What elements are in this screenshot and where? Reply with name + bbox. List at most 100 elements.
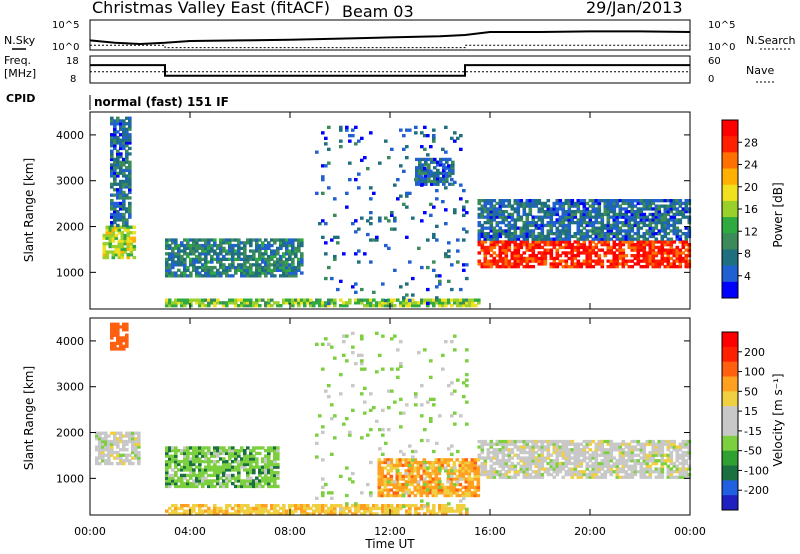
heatmap-cell: [450, 340, 454, 344]
heatmap-cell: [234, 468, 238, 472]
heatmap-cell: [624, 472, 629, 477]
heatmap-cell: [369, 509, 373, 513]
heatmap-cell: [579, 470, 584, 474]
heatmap-cell: [654, 237, 659, 241]
heatmap-cell: [375, 419, 379, 423]
heatmap-cell: [168, 446, 172, 450]
heatmap-cell: [501, 448, 506, 452]
heatmap-cell: [119, 182, 123, 186]
heatmap-cell: [291, 249, 295, 253]
heatmap-cell: [678, 262, 683, 266]
heatmap-cell: [510, 251, 515, 255]
heatmap-cell: [264, 471, 268, 475]
heatmap-cell: [522, 450, 527, 455]
heatmap-cell: [537, 223, 542, 228]
heatmap-cell: [444, 512, 448, 516]
heatmap-cell: [116, 339, 120, 343]
heatmap-cell: [288, 252, 292, 256]
heatmap-cell: [449, 488, 454, 492]
heatmap-cell: [174, 509, 178, 513]
heatmap-cell: [264, 243, 268, 248]
heatmap-cell: [642, 204, 647, 208]
heatmap-cell: [567, 245, 572, 250]
heatmap-cell: [591, 221, 596, 225]
heatmap-cell: [431, 493, 436, 498]
heatmap-cell: [234, 479, 238, 483]
heatmap-cell: [675, 445, 680, 449]
heatmap-cell: [231, 260, 235, 264]
heatmap-cell: [171, 257, 175, 261]
heatmap-cell: [633, 467, 638, 471]
heatmap-cell: [447, 241, 451, 245]
heatmap-cell: [411, 216, 415, 220]
heatmap-cell: [510, 265, 515, 269]
heatmap-cell: [446, 463, 451, 467]
heatmap-cell: [414, 304, 418, 308]
heatmap-cell: [561, 442, 566, 446]
heatmap-cell: [588, 210, 593, 214]
heatmap-cell: [609, 204, 614, 208]
heatmap-cell: [168, 252, 172, 256]
heatmap-cell: [128, 179, 132, 184]
heatmap-cell: [426, 238, 430, 242]
heatmap-cell: [288, 238, 292, 242]
heatmap-cell: [431, 471, 436, 476]
heatmap-cell: [537, 259, 542, 263]
heatmap-cell: [183, 301, 187, 305]
heatmap-cell: [264, 457, 268, 461]
heatmap-cell: [216, 468, 220, 472]
heatmap-cell: [324, 389, 328, 393]
heatmap-cell: [258, 249, 262, 253]
heatmap-cell: [231, 246, 235, 250]
heatmap-cell: [684, 472, 689, 477]
heatmap-cell: [561, 229, 566, 233]
heatmap-cell: [555, 243, 560, 247]
heatmap-cell: [678, 218, 683, 222]
heatmap-cell: [432, 304, 436, 308]
heatmap-cell: [582, 456, 587, 460]
heatmap-cell: [681, 232, 686, 236]
heatmap-cell: [282, 241, 286, 245]
heatmap-cell: [438, 282, 442, 286]
heatmap-cell: [201, 274, 205, 278]
heatmap-cell: [510, 256, 515, 261]
heatmap-cell: [597, 234, 602, 239]
heatmap-cell: [171, 473, 175, 478]
heatmap-cell: [431, 477, 436, 481]
heatmap-cell: [540, 234, 545, 239]
heatmap-cell: [467, 471, 472, 476]
heatmap-cell: [606, 234, 611, 239]
heatmap-cell: [672, 259, 677, 263]
heatmap-cell: [549, 226, 554, 230]
heatmap-cell: [177, 298, 181, 302]
heatmap-cell: [480, 472, 485, 477]
heatmap-cell: [483, 459, 488, 463]
heatmap-cell: [285, 249, 289, 253]
heatmap-cell: [222, 460, 226, 464]
heatmap-cell: [222, 509, 226, 513]
heatmap-cell: [516, 226, 521, 230]
heatmap-cell: [243, 468, 247, 472]
heatmap-cell: [600, 240, 605, 244]
heatmap-cell: [561, 207, 566, 211]
heatmap-cell: [128, 201, 132, 206]
heatmap-cell: [110, 174, 114, 178]
heatmap-cell: [258, 512, 262, 516]
heatmap-cell: [186, 509, 190, 513]
heatmap-cell: [404, 458, 409, 462]
heatmap-cell: [464, 466, 469, 470]
heatmap-cell: [570, 245, 575, 250]
heatmap-cell: [486, 456, 491, 460]
heatmap-cell: [546, 199, 551, 203]
heatmap-cell: [243, 260, 247, 264]
heatmap-cell: [525, 240, 530, 244]
heatmap-cell: [519, 204, 524, 208]
heatmap-cell: [330, 345, 334, 349]
heatmap-cell: [192, 471, 196, 475]
heatmap-cell: [369, 460, 373, 465]
heatmap-cell: [240, 246, 244, 250]
heatmap-cell: [576, 232, 581, 236]
heatmap-cell: [461, 469, 466, 473]
heatmap-cell: [477, 453, 482, 457]
heatmap-cell: [429, 509, 433, 513]
